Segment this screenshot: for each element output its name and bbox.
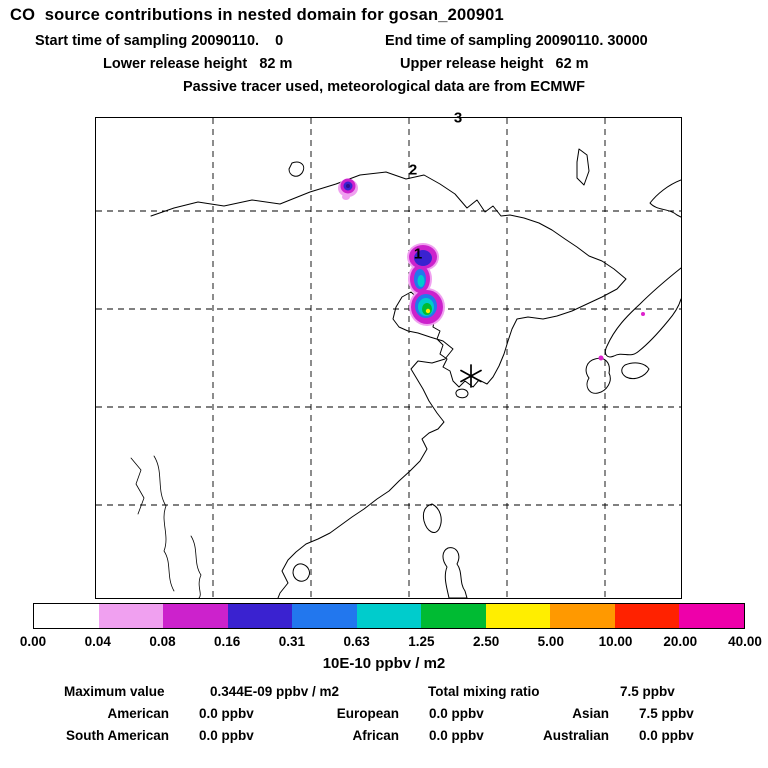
trajectory-point-label: 1 [413,245,423,263]
secondary-plume-blob [338,178,358,200]
map-canvas [96,118,681,598]
colorbar-segment [550,604,615,628]
colorbar-tick-label: 0.08 [149,634,176,649]
colorbar-tick-label: 1.25 [408,634,435,649]
trajectory-point-label: 3 [453,109,463,127]
colorbar-segment [227,604,293,628]
river-line-3 [130,457,145,515]
colorbar-tick-label: 0.31 [278,634,306,649]
colorbar-tick-label: 20.00 [663,634,698,649]
receptor-star-icon [460,364,482,388]
hainan-island [292,563,310,582]
colorbar-segment [163,604,228,628]
taiwan-island [422,503,442,533]
mainland-coast [150,171,627,598]
colorbar [33,603,745,629]
region-name: South American [65,728,169,743]
start-time-text: Start time of sampling 20090110. 0 [35,33,284,49]
region-value: 0.0 ppbv [199,706,254,721]
region-name: European [336,706,399,721]
luzon-island [442,547,468,598]
region-stats: American 0.0 ppbv European 0.0 ppbv Asian 7.5… [24,706,754,743]
colorbar-segment [679,604,745,628]
region-name: Asian [572,706,609,721]
colorbar-segments [34,604,745,628]
colorbar-units-label: 10E-10 ppbv / m2 [322,655,446,672]
colorbar-tick-label: 0.16 [214,634,241,649]
colorbar-tick-label: 5.00 [537,634,564,649]
lower-release-height-text: Lower release height 82 m [103,56,293,72]
colorbar-tick-label: 0.63 [343,634,370,649]
page-title: CO source contributions in nested domain… [10,6,504,24]
colorbar-segment [98,604,164,628]
sakhalin-island [576,148,590,186]
colorbar-tick-label: 40.00 [728,634,762,649]
region-value: 0.0 ppbv [429,728,484,743]
minor-plume-dots [598,312,645,361]
inland-lake [288,161,305,177]
colorbar-segment [614,604,680,628]
maximum-value-label: Maximum value [64,684,165,699]
region-name: American [107,706,169,721]
upper-release-height-text: Upper release height 62 m [400,56,589,72]
colorbar-segment [292,604,357,628]
colorbar-segment [34,604,99,628]
tracer-note-text: Passive tracer used, meteorological data… [182,79,586,95]
region-value: 0.0 ppbv [639,728,694,743]
shikoku-island [621,362,650,380]
total-mixing-ratio-value: 7.5 ppbv [620,684,675,699]
region-name: Australian [542,728,609,743]
trajectory-point-label: 2 [408,161,418,179]
maximum-value: 0.344E-09 ppbv / m2 [210,684,340,699]
honshu-island [604,267,681,358]
hokkaido-island [649,179,681,218]
colorbar-tick-label: 10.00 [598,634,633,649]
colorbar-segment [356,604,422,628]
colorbar-segment [485,604,551,628]
colorbar-segment [421,604,486,628]
colorbar-tick-label: 2.50 [472,634,500,649]
concentration-plume [407,243,445,326]
region-value: 0.0 ppbv [429,706,484,721]
map-plot: 1 2 3 [95,111,682,599]
colorbar-labels: 0.00 0.04 0.08 0.16 0.31 0.63 1.25 2.50 5.00 10.0… [20,634,762,651]
colorbar-tick-label: 0.04 [84,634,111,649]
colorbar-tick-label: 0.00 [19,634,47,649]
end-time-text: End time of sampling 20090110. 30000 [385,33,648,49]
total-mixing-ratio-label: Total mixing ratio [428,684,540,699]
kyushu-island [585,357,611,394]
grid-lines [96,118,681,598]
region-value: 0.0 ppbv [199,728,254,743]
coastlines [130,148,681,598]
river-line-2 [190,535,202,598]
river-line-1 [153,455,175,592]
region-name: African [352,728,399,743]
jeju-island [455,388,469,399]
region-value: 7.5 ppbv [639,706,694,721]
